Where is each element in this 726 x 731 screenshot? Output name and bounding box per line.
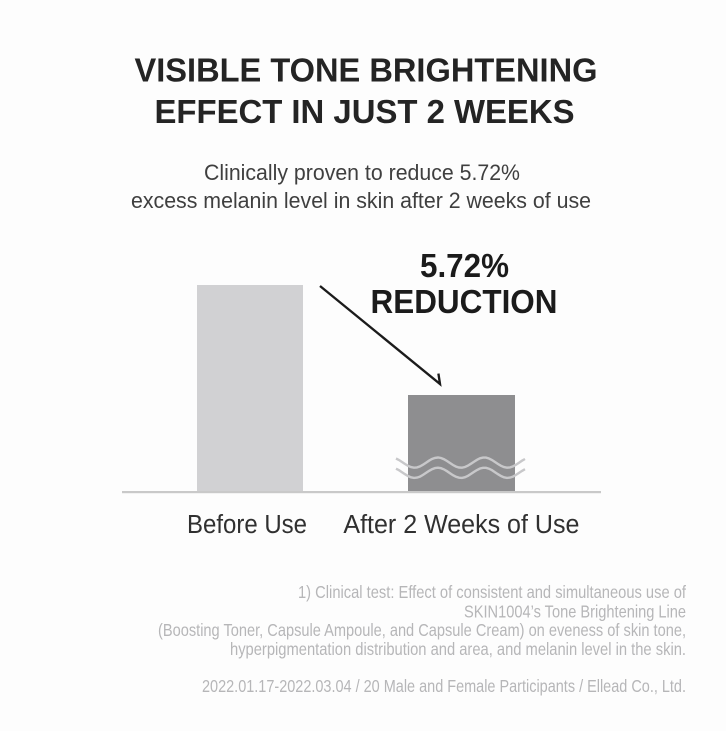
svg-text:Before Use: Before Use xyxy=(187,511,307,539)
svg-text:5.72%: 5.72% xyxy=(420,247,509,284)
svg-text:EFFECT IN JUST 2 WEEKS: EFFECT IN JUST 2 WEEKS xyxy=(155,94,575,131)
svg-text:SKIN1004’s Tone Brightening Li: SKIN1004’s Tone Brightening Line xyxy=(464,601,686,621)
svg-text:Clinically proven to reduce 5.: Clinically proven to reduce 5.72% xyxy=(204,160,520,185)
svg-text:VISIBLE TONE BRIGHTENING: VISIBLE TONE BRIGHTENING xyxy=(135,53,598,90)
svg-text:After 2 Weeks of Use: After 2 Weeks of Use xyxy=(343,511,579,539)
svg-text:(Boosting Toner, Capsule Ampou: (Boosting Toner, Capsule Ampoule, and Ca… xyxy=(158,620,686,640)
svg-text:REDUCTION: REDUCTION xyxy=(371,283,558,320)
svg-text:2022.01.17-2022.03.04 / 20 Mal: 2022.01.17-2022.03.04 / 20 Male and Fema… xyxy=(202,676,686,696)
svg-text:1) Clinical test: Effect of co: 1) Clinical test: Effect of consistent a… xyxy=(298,582,686,602)
svg-text:excess melanin level in skin a: excess melanin level in skin after 2 wee… xyxy=(131,188,591,213)
svg-text:hyperpigmentation distribution: hyperpigmentation distribution and area,… xyxy=(230,639,686,659)
